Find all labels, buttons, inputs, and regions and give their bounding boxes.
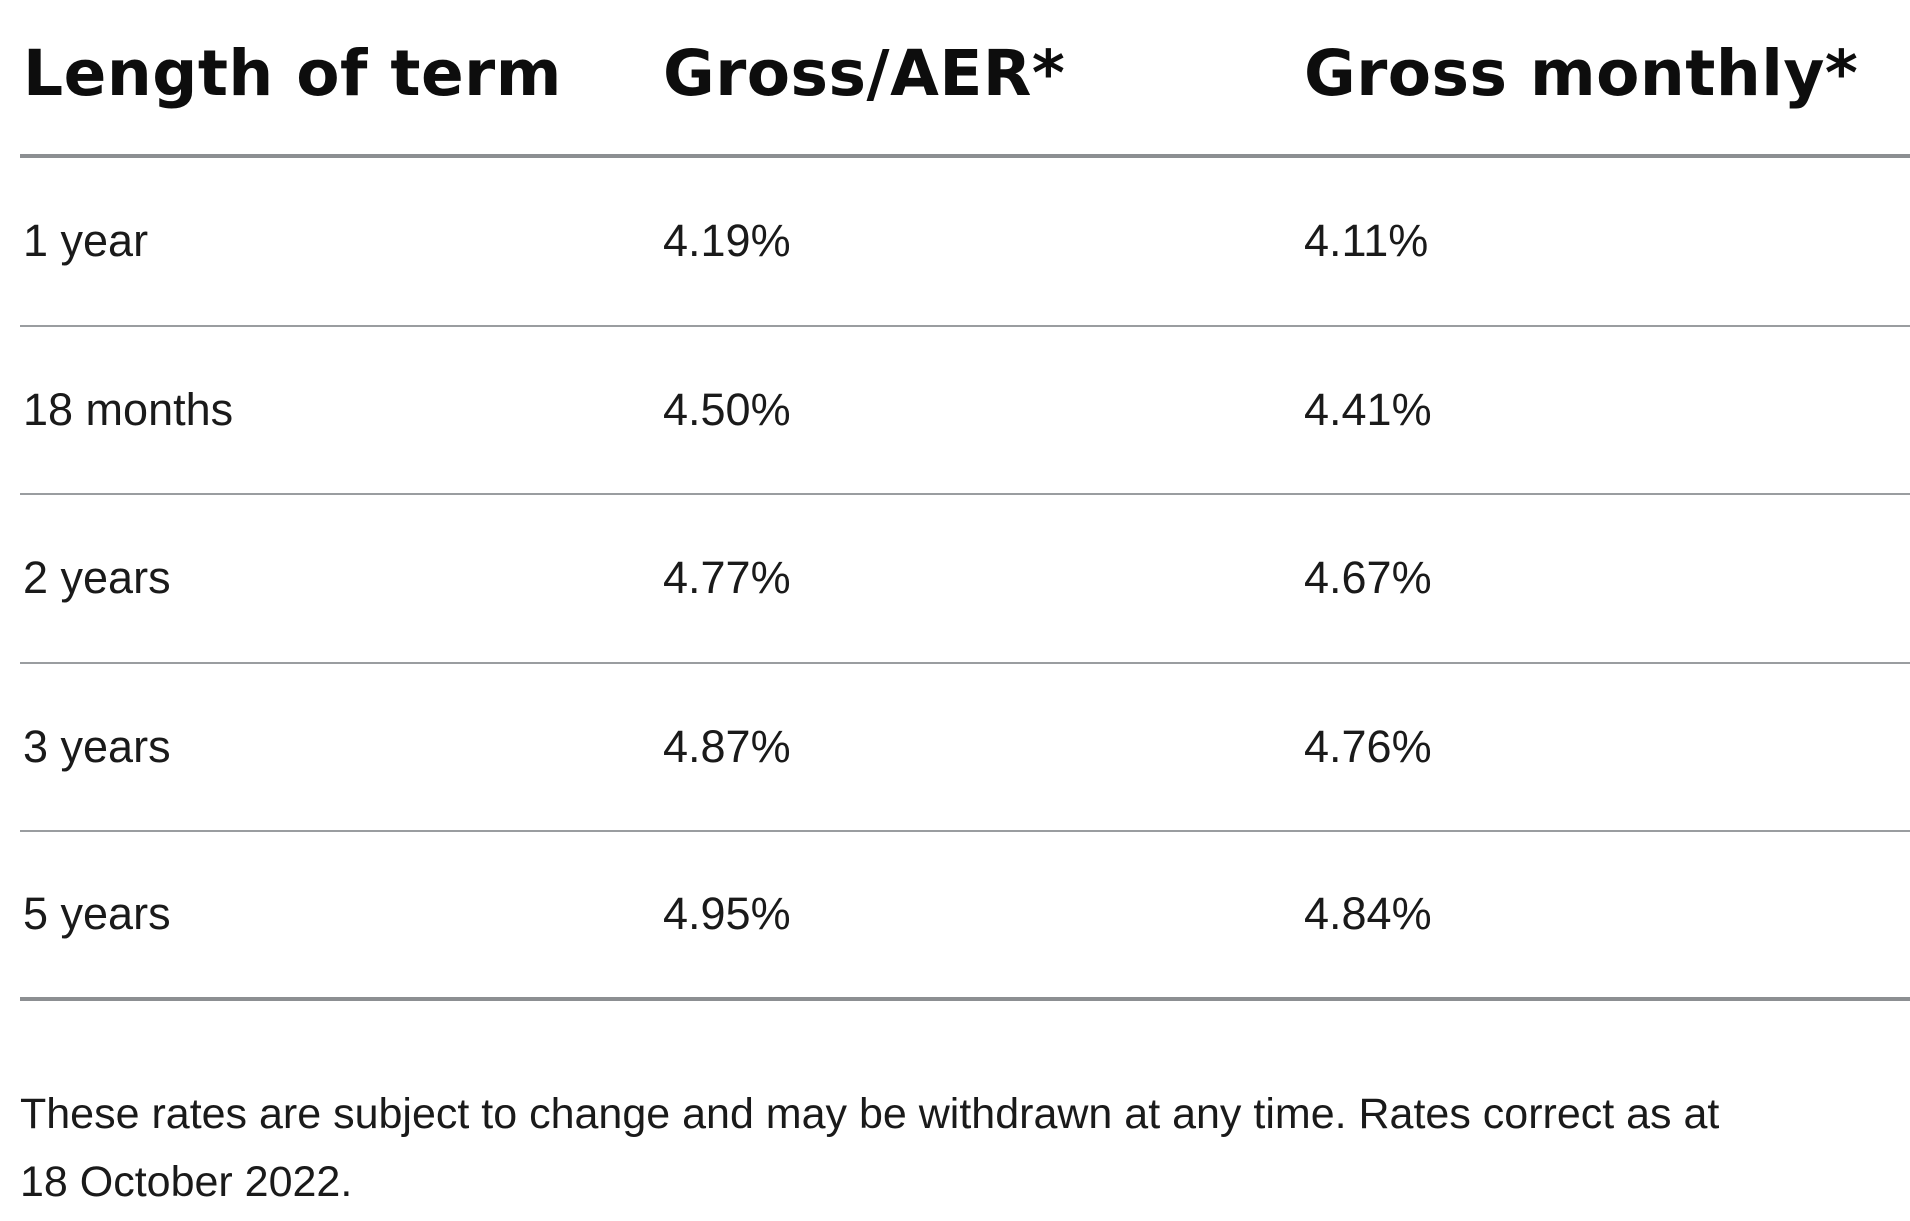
term-cell: 3 years [23, 720, 171, 772]
table-row: 2 years 4.77% 4.67% [20, 495, 1910, 664]
gross-monthly-cell: 4.76% [1304, 720, 1432, 772]
header-gross-monthly: Gross monthly* [1304, 36, 1859, 110]
gross-monthly-cell: 4.41% [1304, 383, 1432, 435]
term-cell: 1 year [23, 215, 149, 267]
header-length-of-term: Length of term [23, 36, 562, 110]
header-gross-aer: Gross/AER* [663, 36, 1066, 110]
gross-aer-cell: 4.50% [663, 383, 791, 435]
gross-aer-cell: 4.77% [663, 552, 791, 604]
term-cell: 2 years [23, 552, 171, 604]
term-cell: 18 months [23, 383, 234, 435]
table-row: 1 year 4.19% 4.11% [20, 158, 1910, 327]
footnote-line-1: These rates are subject to change and ma… [20, 1090, 1720, 1138]
gross-aer-cell: 4.95% [663, 888, 791, 940]
rates-table: Length of term Gross/AER* Gross monthly*… [20, 0, 1910, 1001]
rates-footnote: These rates are subject to change and ma… [20, 1080, 1900, 1216]
term-cell: 5 years [23, 888, 171, 940]
gross-aer-cell: 4.87% [663, 720, 791, 772]
table-header-row: Length of term Gross/AER* Gross monthly* [20, 0, 1910, 158]
table-row: 18 months 4.50% 4.41% [20, 327, 1910, 495]
footnote-line-2: 18 October 2022. [20, 1158, 353, 1206]
table-row: 3 years 4.87% 4.76% [20, 664, 1910, 832]
gross-aer-cell: 4.19% [663, 215, 791, 267]
gross-monthly-cell: 4.67% [1304, 552, 1432, 604]
gross-monthly-cell: 4.11% [1304, 215, 1429, 267]
gross-monthly-cell: 4.84% [1304, 888, 1432, 940]
table-row: 5 years 4.95% 4.84% [20, 832, 1910, 1001]
